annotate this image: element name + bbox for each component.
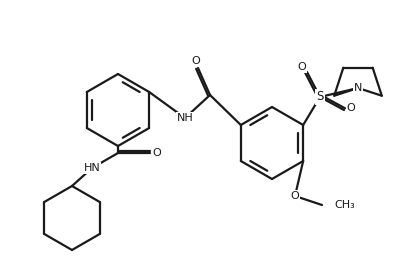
Text: N: N [354,83,362,93]
Text: NH: NH [177,113,194,123]
Text: S: S [316,91,324,104]
Text: O: O [298,62,306,72]
Text: HN: HN [84,163,100,173]
Text: CH₃: CH₃ [334,200,355,210]
Text: O: O [347,103,355,113]
Text: O: O [191,56,200,66]
Text: O: O [291,191,299,201]
Text: O: O [153,148,161,158]
